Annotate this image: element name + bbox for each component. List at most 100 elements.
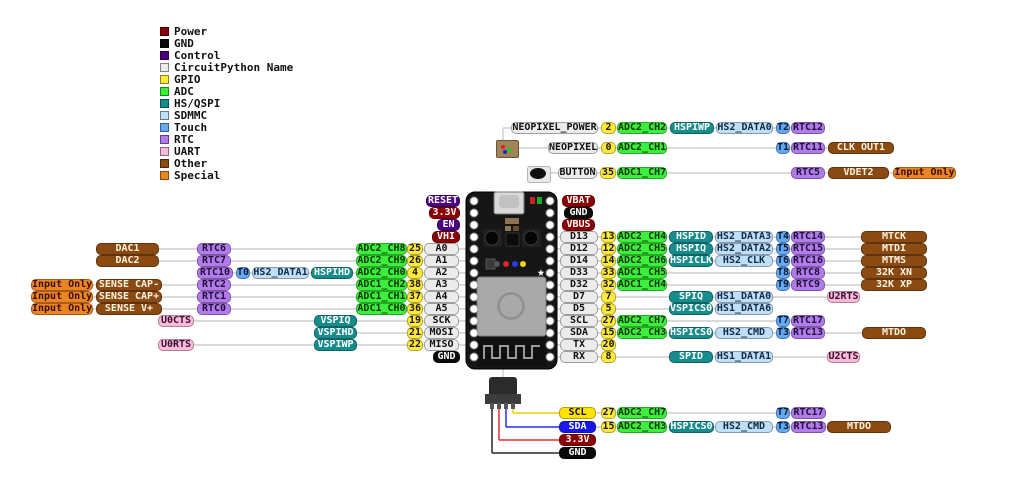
- pin-chip-32k-xp: 32K XP: [861, 279, 927, 291]
- pin-chip-d12: D12: [560, 243, 598, 255]
- pin-chip-rtc15: RTC15: [791, 243, 825, 255]
- pin-chip-rtc11: RTC11: [791, 142, 825, 154]
- pin-chip-input-only: Input Only: [31, 279, 93, 291]
- pin-chip-5: 5: [601, 303, 616, 315]
- pin-chip-t3: T3: [776, 421, 790, 433]
- legend-swatch-uart: [160, 147, 169, 156]
- pin-chip-gnd: GND: [433, 351, 460, 363]
- pin-hole: [545, 256, 555, 266]
- pin-chip-2: 2: [601, 122, 616, 134]
- neopixel-icon: [496, 140, 519, 158]
- legend-swatch-gpio: [160, 75, 169, 84]
- pin-chip-vdet2: VDET2: [828, 167, 889, 179]
- pin-chip-33: 33: [601, 267, 616, 279]
- pin-chip-22: 22: [407, 339, 423, 351]
- pin-hole: [545, 292, 555, 302]
- pin-chip-gnd: GND: [559, 447, 596, 459]
- pin-chip-rtc13: RTC13: [791, 421, 826, 433]
- led-dark: [494, 261, 500, 267]
- pin-chip-hs2-data2: HS2_DATA2: [715, 243, 773, 255]
- pin-chip-d32: D32: [560, 279, 598, 291]
- legend-label-uart: UART: [174, 145, 201, 158]
- pin-chip-spid: SPID: [669, 351, 713, 363]
- pin-chip-t0: T0: [236, 267, 250, 279]
- pin-chip-miso: MISO: [424, 339, 459, 351]
- legend-swatch-power: [160, 27, 169, 36]
- pin-chip-hspiclk: HSPICLK: [669, 255, 713, 267]
- pin-chip-tx: TX: [560, 339, 598, 351]
- connector-pin: [511, 403, 515, 409]
- pin-chip-rtc1: RTC1: [197, 291, 231, 303]
- pin-hole: [469, 220, 479, 230]
- dev-board-graphic: ★: [465, 191, 558, 370]
- pin-chip-hs2-cmd: HS2_CMD: [715, 327, 773, 339]
- legend-swatch-special: [160, 171, 169, 180]
- pin-chip-sense-cap: SENSE CAP+: [96, 291, 162, 303]
- pin-chip-adc2-ch1: ADC2_CH1: [617, 142, 667, 154]
- antenna-area: [477, 337, 546, 366]
- pin-chip-d13: D13: [560, 231, 598, 243]
- power-led: [537, 197, 542, 204]
- pin-chip-d33: D33: [560, 267, 598, 279]
- pin-chip-rtc13: RTC13: [791, 327, 825, 339]
- pin-chip-adc2-ch8: ADC2_CH8: [356, 243, 407, 255]
- pin-hole: [545, 232, 555, 242]
- pin-chip-dac2: DAC2: [96, 255, 159, 267]
- neopixel-dot: [503, 150, 507, 154]
- pin-chip-a3: A3: [424, 279, 459, 291]
- pin-chip-rtc6: RTC6: [197, 243, 231, 255]
- reset-button: [484, 230, 500, 246]
- pin-chip-t9: T9: [776, 279, 790, 291]
- pin-chip-32k-xn: 32K XN: [861, 267, 927, 279]
- capacitor: [513, 226, 519, 231]
- pin-chip-36: 36: [407, 303, 423, 315]
- pin-chip-7: 7: [601, 291, 616, 303]
- pin-hole: [469, 292, 479, 302]
- pin-chip-en: EN: [437, 219, 460, 231]
- legend-label-hsqspi: HS/QSPI: [174, 97, 221, 110]
- pin-chip-t4: T4: [776, 231, 790, 243]
- pin-hole: [545, 196, 555, 206]
- pin-chip-adc2-ch5: ADC2_CH5: [617, 243, 667, 255]
- regulator-chip: [505, 232, 520, 247]
- pin-chip-adc2-ch2: ADC2_CH2: [617, 122, 667, 134]
- pin-chip-neopixel-power: NEOPIXEL_POWER: [511, 122, 598, 134]
- pin-hole: [469, 268, 479, 278]
- pin-chip-35: 35: [600, 167, 616, 179]
- user-button: [523, 230, 539, 246]
- pin-chip-adc1-ch2: ADC1_CH2: [356, 279, 407, 291]
- pin-chip-vhi: VHI: [432, 231, 460, 243]
- pin-chip-adc1-ch1: ADC1_CH1: [356, 291, 407, 303]
- connector-pin: [497, 403, 501, 409]
- pin-chip-rx: RX: [560, 351, 598, 363]
- pin-chip-adc1-ch4: ADC1_CH4: [617, 279, 667, 291]
- legend-label-other: Other: [174, 157, 208, 170]
- pin-chip-8: 8: [601, 351, 616, 363]
- pin-chip-hs2-data1: HS2_DATA1: [252, 267, 309, 279]
- pin-chip-button: BUTTON: [558, 167, 597, 179]
- pin-hole: [469, 340, 479, 350]
- pin-chip-15: 15: [601, 327, 616, 339]
- pin-chip-adc1-ch0: ADC1_CH0: [356, 303, 407, 315]
- pin-chip-adc2-ch4: ADC2_CH4: [617, 231, 667, 243]
- pin-hole: [469, 196, 479, 206]
- pin-chip-mtms: MTMS: [861, 255, 927, 267]
- pin-chip-d5: D5: [560, 303, 598, 315]
- capacitor: [505, 226, 511, 231]
- pin-chip-t8: T8: [776, 267, 790, 279]
- pin-hole: [545, 280, 555, 290]
- pin-chip-hspics0: HSPICS0: [669, 327, 713, 339]
- pin-chip-3-3v: 3.3V: [429, 207, 460, 219]
- pin-chip-hspics0: HSPICS0: [669, 421, 714, 433]
- pin-chip-hs2-data0: HS2_DATA0: [716, 122, 773, 134]
- pin-chip-t7: T7: [776, 407, 790, 419]
- pin-chip-hs1-data0: HS1_DATA0: [715, 291, 773, 303]
- pin-chip-adc2-ch6: ADC2_CH6: [617, 255, 667, 267]
- adafruit-star-logo: ★: [537, 265, 545, 280]
- charge-led: [530, 197, 535, 204]
- pin-chip-adc2-ch7: ADC2_CH7: [617, 315, 667, 327]
- pin-chip-sense-v: SENSE V+: [96, 303, 162, 315]
- pin-chip-spiq: SPIQ: [669, 291, 713, 303]
- pin-chip-mtdi: MTDI: [861, 243, 927, 255]
